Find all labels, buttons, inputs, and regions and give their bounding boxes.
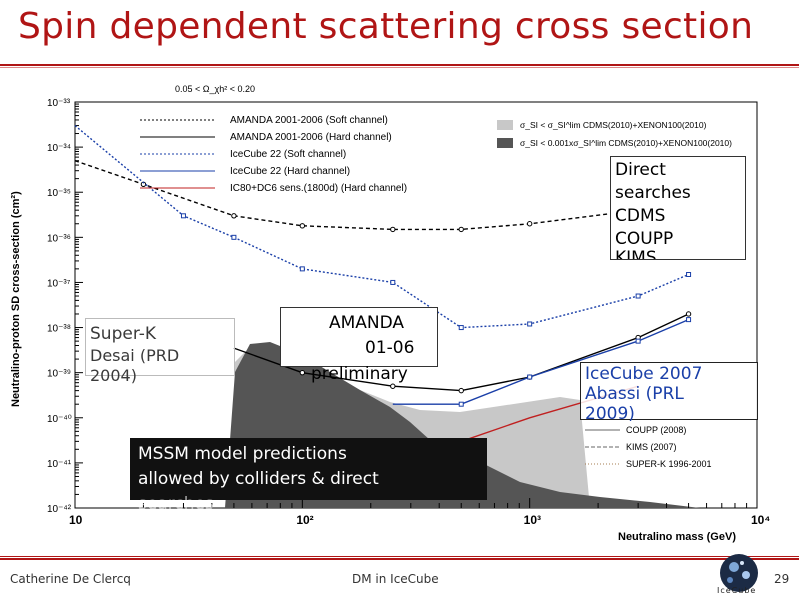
legend-item: IC80+DC6 sens.(1800d) (Hard channel) xyxy=(230,183,407,194)
data-point xyxy=(458,401,464,407)
data-point xyxy=(299,223,306,229)
legend-item: IceCube 22 (Soft channel) xyxy=(230,149,346,160)
icecube-box: IceCube 2007 Abassi (PRL 2009) xyxy=(580,362,758,424)
annotation-line: searches xyxy=(138,494,214,514)
data-point xyxy=(635,293,641,299)
legend-item: AMANDA 2001-2006 (Hard channel) xyxy=(230,132,392,143)
slide-title: Spin dependent scattering cross section xyxy=(18,6,754,47)
direct-searches-box: Direct searches CDMS COUPP KIMS xyxy=(610,156,746,260)
icecube-logo-icon xyxy=(720,554,758,592)
x-tick-label: 10⁴ xyxy=(751,513,770,527)
plot-ylabel: Neutralino-proton SD cross-section (cm²) xyxy=(10,191,22,407)
y-tick-label: 10⁻³⁶ xyxy=(47,233,71,244)
series-line xyxy=(74,125,689,329)
annotation-line: Desai (PRD xyxy=(90,346,180,365)
data-point xyxy=(635,338,641,344)
plot-axes: 10⁻³³ 10⁻³⁴ 10⁻³⁵ 10⁻³⁶ 10⁻³⁷ 10⁻³⁸ 10⁻³⁹ 10⁻⁴⁰… xyxy=(47,98,770,527)
y-tick-label: 10⁻³⁷ xyxy=(47,278,71,289)
data-point xyxy=(299,266,305,272)
data-point xyxy=(527,374,533,380)
data-point xyxy=(458,325,464,331)
legend-top-right: σ_SI < σ_SI^lim CDMS(2010)+XENON100(2010… xyxy=(497,120,732,148)
annotation-line: IceCube 2007 xyxy=(585,364,703,384)
annotation-line: KIMS xyxy=(615,248,657,260)
y-tick-label: 10⁻³⁵ xyxy=(47,188,71,199)
mssm-box: MSSM model predictions allowed by collid… xyxy=(130,438,487,514)
y-tick-label: 10⁻⁴² xyxy=(47,504,72,515)
data-point xyxy=(458,226,464,233)
data-point xyxy=(686,272,692,278)
legend-top-left: AMANDA 2001-2006 (Soft channel) AMANDA 2… xyxy=(140,115,407,194)
data-point xyxy=(458,387,464,394)
annotation-line: CDMS xyxy=(615,206,666,226)
data-point xyxy=(527,321,533,327)
legend-item: IceCube 22 (Hard channel) xyxy=(230,166,350,177)
superk-box: Super-K Desai (PRD 2004) xyxy=(85,318,235,385)
annotation-line: searches xyxy=(615,183,691,203)
data-point xyxy=(231,234,237,240)
data-point xyxy=(180,213,186,219)
x-tick-label: 10² xyxy=(296,513,313,527)
annotation-line: Abassi (PRL xyxy=(585,384,684,404)
y-tick-label: 10⁻³³ xyxy=(47,98,71,109)
annotation-line: allowed by colliders & direct xyxy=(138,469,379,489)
legend-item: σ_SI < 0.001xσ_SI^lim CDMS(2010)+XENON10… xyxy=(520,138,732,148)
title-underline xyxy=(0,64,799,66)
page-number: 29 xyxy=(774,572,790,586)
footer-author: Catherine De Clercq xyxy=(10,572,131,586)
annotation-line: COUPP xyxy=(615,229,674,249)
legend-item: σ_SI < σ_SI^lim CDMS(2010)+XENON100(2010… xyxy=(520,120,707,130)
annotation-line: Super-K xyxy=(90,324,156,344)
data-point xyxy=(231,213,237,219)
footer-rule xyxy=(0,556,799,557)
legend-item: COUPP (2008) xyxy=(626,425,686,435)
annotation-line: Direct xyxy=(615,160,666,180)
annotation-line: MSSM model predictions xyxy=(138,444,347,464)
plot-header: 0.05 < Ω_χh² < 0.20 xyxy=(175,84,255,94)
y-tick-label: 10⁻³⁹ xyxy=(47,369,71,380)
data-point xyxy=(390,383,396,389)
data-point xyxy=(526,221,533,227)
data-point xyxy=(685,311,692,317)
footer-rule-thick xyxy=(0,558,799,560)
data-point xyxy=(390,226,396,233)
y-tick-label: 10⁻⁴¹ xyxy=(47,459,72,470)
plot-xlabel: Neutralino mass (GeV) xyxy=(618,531,736,543)
legend-bottom-right: COUPP (2008) KIMS (2007) SUPER-K 1996-20… xyxy=(585,425,712,469)
legend-item: SUPER-K 1996-2001 xyxy=(626,459,712,469)
data-point xyxy=(299,369,306,376)
legend-item: AMANDA 2001-2006 (Soft channel) xyxy=(230,115,388,126)
annotation-line: AMANDA xyxy=(329,313,405,333)
annotation-line: 2004) xyxy=(90,366,137,385)
footer-topic: DM in IceCube xyxy=(352,572,439,586)
logo-label: IceCube xyxy=(717,586,757,595)
y-tick-label: 10⁻³⁴ xyxy=(47,143,71,154)
annotation-line: 2009) xyxy=(585,404,635,424)
data-point xyxy=(686,317,692,323)
title-underline-thin xyxy=(0,67,799,68)
amanda-box: AMANDA 01-06 preliminary xyxy=(280,307,438,384)
x-tick-label: 10 xyxy=(69,513,83,527)
data-point xyxy=(390,279,396,285)
y-tick-label: 10⁻³⁸ xyxy=(47,324,71,335)
annotation-line: 01-06 xyxy=(365,338,415,358)
y-tick-label: 10⁻⁴⁰ xyxy=(47,414,72,425)
legend-item: KIMS (2007) xyxy=(626,442,677,452)
annotation-line: preliminary xyxy=(311,364,408,384)
x-tick-label: 10³ xyxy=(524,513,541,527)
